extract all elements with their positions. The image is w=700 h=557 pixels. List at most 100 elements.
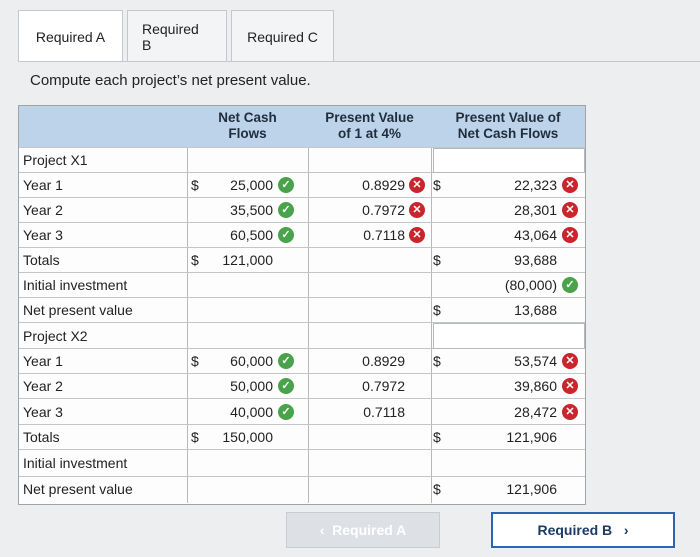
check-icon: ✓	[278, 404, 294, 420]
row-label: Initial investment	[23, 277, 128, 293]
row-divider	[19, 373, 585, 374]
currency-symbol: $	[433, 252, 441, 268]
pv-factor-value[interactable]: 0.7972	[362, 378, 405, 394]
pv-flows-value[interactable]: 43,064	[514, 227, 557, 243]
pv-flows-value[interactable]: 28,472	[514, 404, 557, 420]
header-pv-of-1: Present Value of 1 at 4%	[308, 106, 431, 147]
cash-flow-total: 150,000	[222, 429, 273, 445]
row-divider	[19, 147, 585, 148]
prev-required-label: Required A	[332, 522, 407, 538]
row-label: Net present value	[23, 302, 133, 318]
header-pv-of-flows-line2: Net Cash Flows	[457, 126, 559, 141]
row-divider	[19, 272, 585, 273]
row-label: Year 3	[23, 404, 63, 420]
pv-flows-total: 93,688	[514, 252, 557, 268]
net-present-value: 121,906	[506, 481, 557, 497]
row-label: Year 1	[23, 177, 63, 193]
pv-factor-value[interactable]: 0.8929	[362, 177, 405, 193]
x-icon: ✕	[562, 202, 578, 218]
row-label: Project X2	[23, 328, 88, 344]
header-net-cash-flows-line2: Flows	[228, 126, 267, 141]
check-icon: ✓	[278, 227, 294, 243]
tab-required-a[interactable]: Required A	[18, 10, 123, 62]
row-divider	[19, 398, 585, 399]
tab-divider	[18, 61, 700, 62]
x-icon: ✕	[562, 404, 578, 420]
x-icon: ✕	[562, 177, 578, 193]
col-divider	[431, 147, 432, 503]
row-label: Totals	[23, 429, 60, 445]
cash-flow-value[interactable]: 40,000	[230, 404, 273, 420]
row-divider	[19, 449, 585, 450]
x-icon: ✕	[562, 353, 578, 369]
pv-factor-value[interactable]: 0.7118	[363, 404, 405, 420]
check-icon: ✓	[278, 202, 294, 218]
row-divider	[19, 197, 585, 198]
row-divider	[19, 348, 585, 349]
currency-symbol: $	[433, 302, 441, 318]
currency-symbol: $	[191, 353, 199, 369]
currency-symbol: $	[191, 177, 199, 193]
check-icon: ✓	[278, 177, 294, 193]
next-required-label: Required B	[537, 522, 613, 538]
header-pv-of-1-line1: Present Value	[325, 110, 414, 125]
pv-flows-value[interactable]: 22,323	[514, 177, 557, 193]
row-label: Year 3	[23, 227, 63, 243]
header-pv-of-1-line2: of 1 at 4%	[337, 126, 402, 141]
check-icon: ✓	[562, 277, 578, 293]
row-label: Initial investment	[23, 455, 128, 471]
pv-flows-input[interactable]	[433, 148, 585, 173]
cash-flow-value[interactable]: 60,000	[230, 353, 273, 369]
col-divider	[308, 147, 309, 503]
prev-required-button[interactable]: ‹ Required A	[286, 512, 440, 548]
cash-flow-value[interactable]: 50,000	[230, 378, 273, 394]
pv-flows-value[interactable]: 28,301	[514, 202, 557, 218]
x-icon: ✕	[409, 202, 425, 218]
header-net-cash-flows: Net Cash Flows	[187, 106, 308, 147]
currency-symbol: $	[433, 177, 441, 193]
cash-flow-value[interactable]: 25,000	[230, 177, 273, 193]
pv-factor-value[interactable]: 0.8929	[362, 353, 405, 369]
tab-required-c[interactable]: Required C	[231, 10, 334, 62]
cash-flow-total: 121,000	[222, 252, 273, 268]
row-label: Year 2	[23, 202, 63, 218]
col-divider	[187, 147, 188, 503]
x-icon: ✕	[562, 378, 578, 394]
next-required-button[interactable]: Required B ›	[491, 512, 675, 548]
row-divider	[19, 172, 585, 173]
cash-flow-value[interactable]: 35,500	[230, 202, 273, 218]
header-pv-of-flows: Present Value of Net Cash Flows	[431, 106, 585, 147]
tab-required-b[interactable]: Required B	[127, 10, 227, 62]
currency-symbol: $	[191, 252, 199, 268]
cash-flow-value[interactable]: 60,500	[230, 227, 273, 243]
initial-investment-value[interactable]: (80,000)	[504, 277, 557, 293]
x-icon: ✕	[409, 177, 425, 193]
check-icon: ✓	[278, 353, 294, 369]
chevron-right-icon: ›	[612, 522, 629, 538]
header-net-cash-flows-line1: Net Cash	[218, 110, 277, 125]
pv-flows-value[interactable]: 53,574	[514, 353, 557, 369]
row-label: Year 2	[23, 378, 63, 394]
currency-symbol: $	[191, 429, 199, 445]
instruction-text: Compute each project’s net present value…	[30, 72, 311, 89]
row-divider	[19, 322, 585, 323]
header-pv-of-flows-line1: Present Value of	[455, 110, 561, 125]
chevron-left-icon: ‹	[319, 522, 333, 538]
pv-flows-input[interactable]	[433, 323, 585, 349]
row-divider	[19, 476, 585, 477]
x-icon: ✕	[409, 227, 425, 243]
header-blank	[19, 106, 187, 147]
npv-table: Net Cash Flows Present Value of 1 at 4% …	[18, 105, 586, 505]
pv-factor-value[interactable]: 0.7972	[362, 202, 405, 218]
pv-flows-total: 121,906	[506, 429, 557, 445]
tab-bar: Required A Required B Required C	[18, 10, 338, 62]
row-label: Net present value	[23, 481, 133, 497]
pv-factor-value[interactable]: 0.7118	[363, 227, 405, 243]
check-icon: ✓	[278, 378, 294, 394]
row-label: Totals	[23, 252, 60, 268]
x-icon: ✕	[562, 227, 578, 243]
row-divider	[19, 247, 585, 248]
currency-symbol: $	[433, 353, 441, 369]
pv-flows-value[interactable]: 39,860	[514, 378, 557, 394]
row-label: Year 1	[23, 353, 63, 369]
